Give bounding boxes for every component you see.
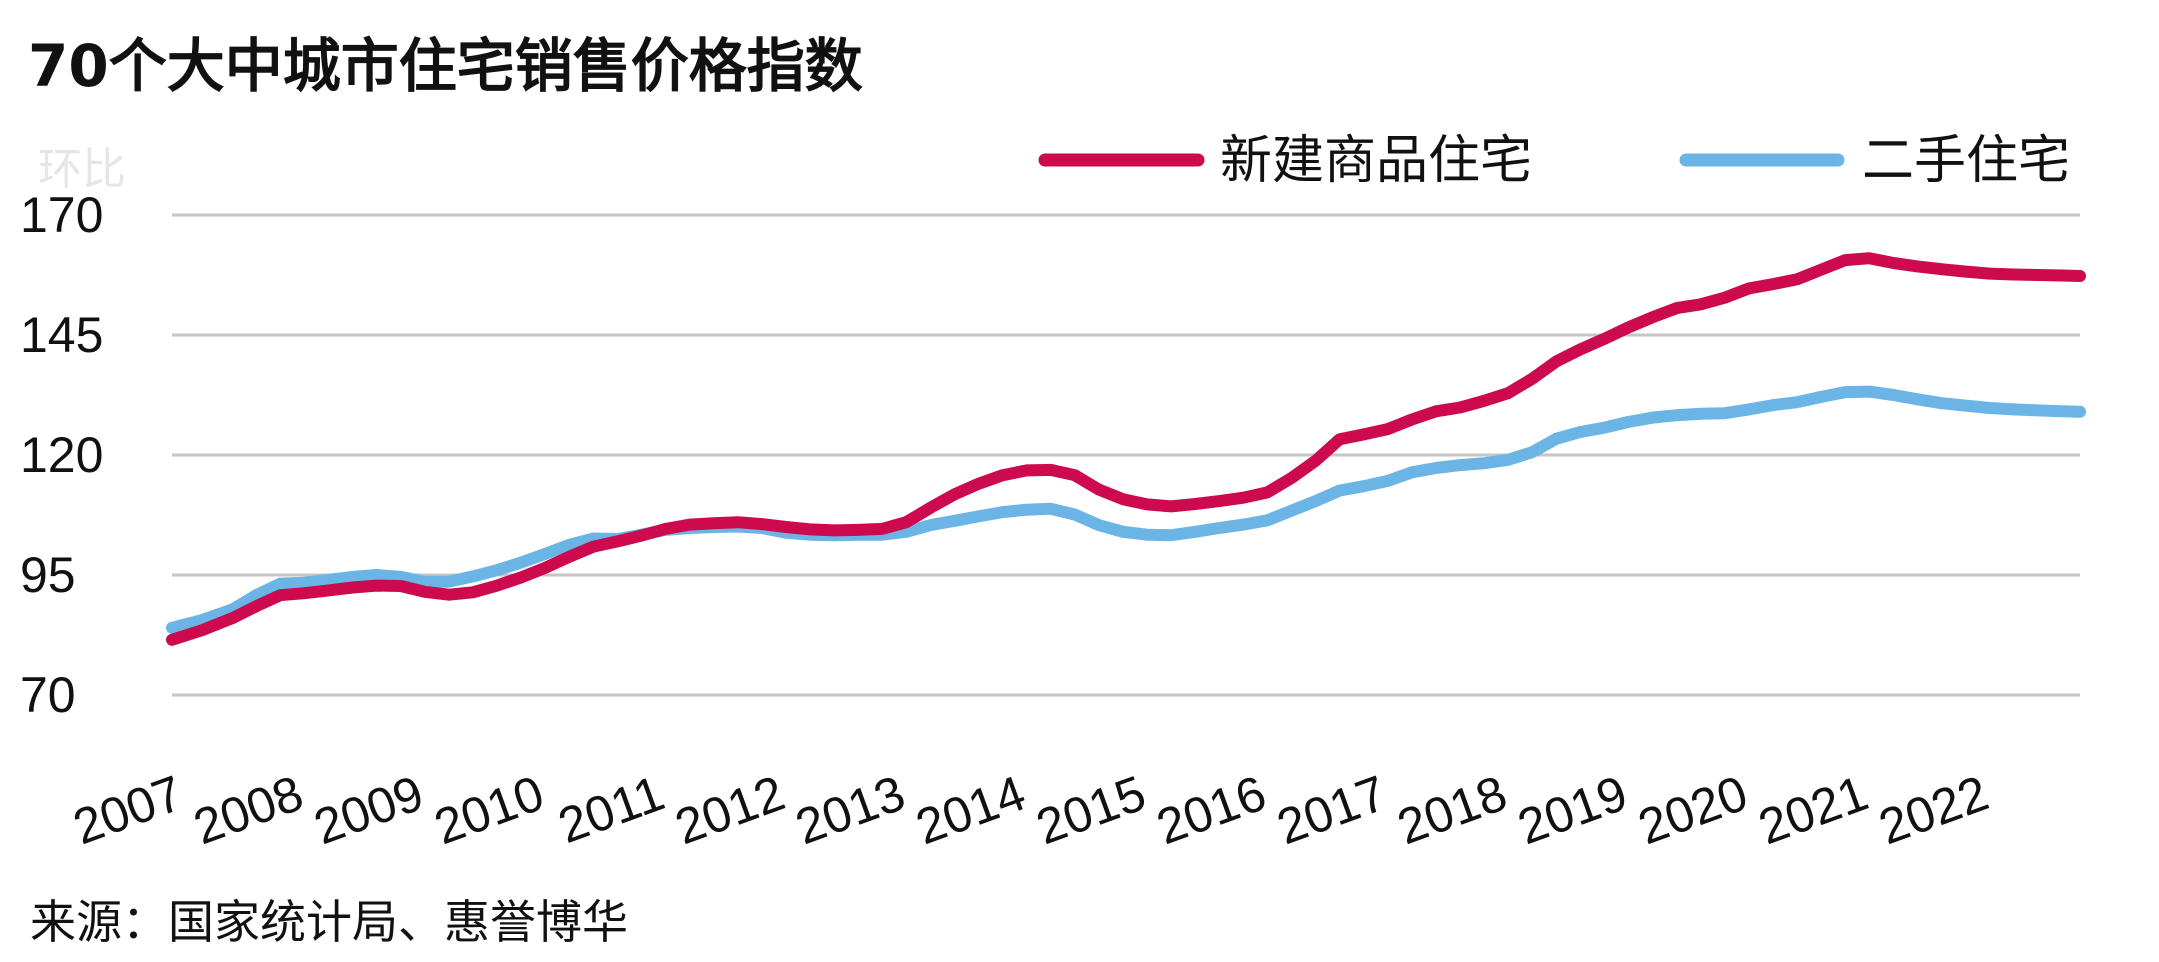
x-tick-label: 2014 — [909, 765, 1033, 856]
x-tick-label: 2016 — [1149, 765, 1273, 856]
faded-label: 环比 — [38, 144, 126, 195]
y-tick-label: 170 — [20, 187, 103, 243]
y-axis-ticks: 70 95 120 145 170 — [20, 187, 103, 723]
legend-label-new-homes: 新建商品住宅 — [1220, 131, 1532, 191]
legend-label-resale-homes: 二手住宅 — [1862, 131, 2070, 191]
chart-title: 70个大中城市住宅销售价格指数 — [28, 32, 863, 100]
series-lines — [166, 252, 2086, 646]
gridlines — [172, 213, 2080, 697]
x-tick-label: 2018 — [1390, 765, 1514, 856]
x-tick-label: 2020 — [1631, 765, 1755, 856]
x-tick-label: 2008 — [186, 765, 310, 856]
x-tick-label: 2017 — [1270, 765, 1394, 856]
x-tick-label: 2013 — [788, 765, 912, 856]
x-tick-label: 2015 — [1029, 765, 1153, 856]
legend: 新建商品住宅 二手住宅 — [1038, 131, 2070, 191]
x-tick-label: 2010 — [427, 765, 551, 856]
x-tick-label: 2019 — [1511, 765, 1635, 856]
y-tick-label: 95 — [20, 547, 76, 603]
series-line-resale-homes — [166, 385, 2086, 634]
y-tick-label: 70 — [20, 667, 76, 723]
x-tick-label: 2022 — [1872, 765, 1996, 856]
series-line-new-homes — [166, 252, 2086, 646]
x-tick-label: 2021 — [1751, 765, 1875, 856]
x-tick-label: 2009 — [307, 765, 431, 856]
x-tick-label: 2007 — [66, 765, 190, 856]
y-tick-label: 120 — [20, 427, 103, 483]
y-tick-label: 145 — [20, 307, 103, 363]
source-note: 来源：国家统计局、惠誉博华 — [30, 895, 628, 949]
x-tick-label: 2012 — [668, 765, 792, 856]
x-tick-label: 2011 — [551, 765, 671, 854]
